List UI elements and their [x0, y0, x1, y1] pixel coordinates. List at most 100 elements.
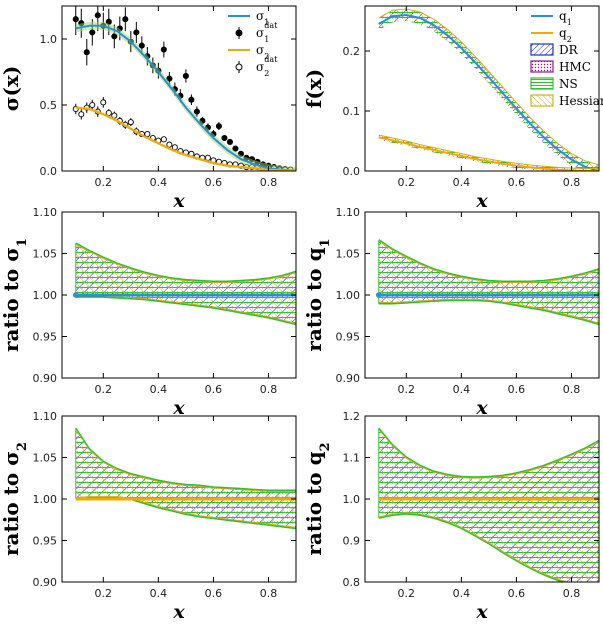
- legend-label-main: q: [559, 26, 567, 40]
- sigma1-line: [75, 24, 296, 171]
- x-tick-label: 0.4: [453, 176, 471, 189]
- legend-label: q2: [559, 26, 572, 44]
- y-tick-label: 1.00: [336, 289, 361, 302]
- ratio-upper-edge: [378, 239, 599, 282]
- x-axis-label: x: [172, 397, 185, 419]
- y-tick-label: 1.05: [33, 248, 58, 261]
- legend-band-swatch: [530, 94, 554, 107]
- plot-area: [378, 8, 599, 171]
- x-tick-label: 0.6: [508, 176, 526, 189]
- y-axis-label: ratio to σ2: [0, 442, 30, 556]
- y-axis-label-sub: 1: [15, 238, 30, 247]
- legend-label: NS: [559, 77, 578, 91]
- y-tick-label: 1.10: [336, 206, 361, 219]
- sigma1-data-point: [72, 16, 79, 23]
- sigma2-data-point: [89, 101, 96, 109]
- y-axis-label: ratio to σ1: [0, 238, 30, 352]
- x-tick-label: 0.8: [260, 176, 278, 189]
- y-tick-label: 0.90: [33, 576, 58, 589]
- ratio-central-marker: [72, 292, 79, 298]
- y-axis-label-sub: 2: [15, 442, 30, 451]
- x-tick-label: 0.4: [453, 383, 471, 396]
- legend-label-main: q: [559, 9, 567, 23]
- sigma1-data-point: [89, 29, 96, 36]
- sigma1-data-point: [133, 29, 140, 36]
- plot-area: [75, 427, 296, 530]
- legend-band-swatch: [530, 60, 554, 73]
- legend-label-main: HMC: [559, 60, 591, 74]
- y-axis-label-sub: 1: [318, 238, 333, 247]
- y-axis-label-text: f(x): [302, 69, 326, 108]
- ratio-band-hess: [378, 240, 599, 325]
- sigma1-data-point: [221, 134, 228, 142]
- legend-label-sup: dat: [264, 21, 278, 30]
- legend-label-sub: 2: [264, 69, 269, 78]
- x-tick-label: 0.2: [398, 383, 416, 396]
- sigma1-data-point: [138, 42, 145, 49]
- panel-r_q1: 0.2 0.4 0.6 0.8 0.90 0.95 1.00 1.05 1.10 x ratio t…: [302, 206, 600, 419]
- x-tick-label: 0.2: [398, 176, 416, 189]
- plot-area: [375, 239, 599, 326]
- y-tick-label: 0.0: [343, 165, 361, 178]
- x-axis-label: x: [172, 601, 185, 623]
- x-tick-label: 0.4: [453, 587, 471, 600]
- y-tick-label: 0.8: [343, 576, 361, 589]
- ratio-upper-edge: [378, 427, 599, 478]
- x-tick-label: 0.2: [95, 383, 113, 396]
- sigma1-data-point: [193, 108, 200, 115]
- y-axis-label: f(x): [302, 69, 326, 108]
- legend-label-main: σ: [256, 9, 264, 23]
- x-tick-label: 0.6: [205, 587, 223, 600]
- q2-band-edge: [378, 134, 599, 170]
- y-tick-label: 1.05: [336, 248, 361, 261]
- legend-label-sub: 1: [264, 35, 269, 44]
- legend-label-main: DR: [559, 43, 579, 57]
- y-tick-label: 1.0: [40, 33, 58, 46]
- ratio-band-hess: [75, 428, 296, 529]
- q1-line: [378, 13, 599, 171]
- legend-label: Hessian: [559, 94, 603, 108]
- panel-r_sigma1: 0.2 0.4 0.6 0.8 0.90 0.95 1.00 1.05 1.10 x ratio t…: [0, 206, 297, 419]
- y-tick-label: 1.0: [343, 493, 361, 506]
- y-tick-label: 0.5: [40, 99, 58, 112]
- y-tick-label: 1.00: [33, 289, 58, 302]
- x-tick-label: 0.4: [150, 587, 168, 600]
- y-axis-label-sub: 2: [318, 442, 333, 451]
- sigma1-data-point: [122, 16, 129, 23]
- legend-label-main: Hessian: [559, 94, 603, 108]
- y-axis-label: ratio to q1: [302, 238, 333, 351]
- x-axis-label: x: [475, 397, 488, 419]
- y-tick-label: 1.00: [33, 493, 58, 506]
- y-axis-label-text: ratio to q: [302, 247, 326, 351]
- x-tick-label: 0.8: [563, 383, 581, 396]
- x-tick-label: 0.8: [563, 176, 581, 189]
- y-tick-label: 0.95: [33, 331, 58, 344]
- plot-area: [72, 242, 296, 326]
- legend-label: σ2: [256, 43, 269, 61]
- y-tick-label: 0.9: [343, 535, 361, 548]
- sigma2-data-point: [160, 136, 167, 143]
- ratio-lower-edge: [378, 300, 599, 326]
- legend-label-main: NS: [559, 77, 578, 91]
- legend-label-main: σ: [256, 60, 264, 74]
- ratio-lower-edge: [378, 512, 570, 582]
- sigma1-data-point: [232, 145, 239, 152]
- legend-label-sup: dat: [264, 55, 278, 64]
- x-tick-label: 0.8: [260, 587, 278, 600]
- y-tick-label: 1.1: [343, 452, 361, 465]
- q2-line: [378, 136, 599, 171]
- panel-r_sigma2: 0.2 0.4 0.6 0.8 0.90 0.95 1.00 1.05 1.10 x ratio t…: [0, 410, 297, 623]
- x-tick-label: 0.2: [398, 587, 416, 600]
- y-axis-label-text: ratio to q: [302, 451, 326, 555]
- plot-area: [72, 6, 296, 171]
- ratio-upper-edge: [75, 427, 296, 491]
- x-axis-label: x: [475, 190, 488, 212]
- sigma1-data-point: [188, 96, 195, 103]
- legend-label-main: σ: [256, 26, 264, 40]
- plot-frame: [364, 5, 600, 172]
- y-tick-label: 1.10: [33, 206, 58, 219]
- y-tick-label: 0.90: [33, 372, 58, 385]
- x-tick-label: 0.4: [150, 176, 168, 189]
